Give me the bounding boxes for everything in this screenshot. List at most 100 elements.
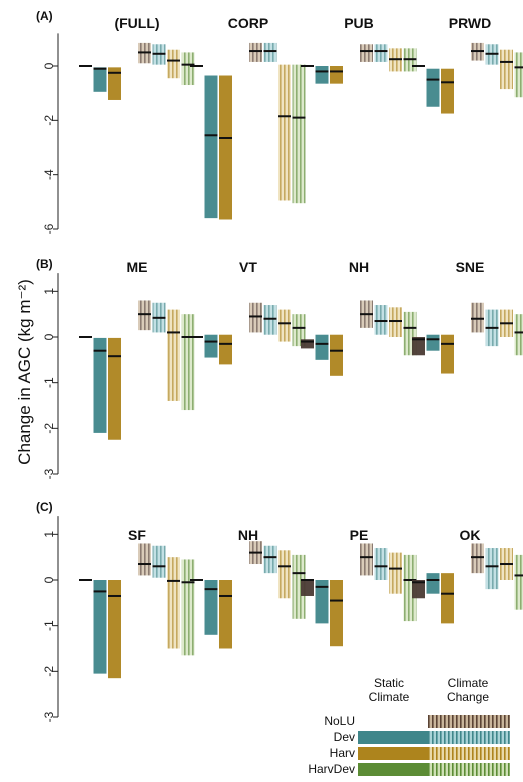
panel-title: VT [239, 259, 257, 275]
range-bar-harvdev-climate-change [181, 559, 195, 656]
y-tick-label: 0 [42, 62, 56, 69]
range-bar-nolu-static [301, 339, 314, 349]
range-bar-nolu-climate-change [138, 300, 151, 331]
row-tag: (A) [36, 9, 53, 23]
range-bar-dev-static [93, 580, 107, 674]
range-bar-dev-static [315, 334, 329, 360]
legend-swatch-harv-static [358, 747, 428, 760]
panel-title: (FULL) [114, 15, 159, 31]
range-bar-dev-climate-change [374, 44, 388, 62]
range-bar-harvdev-climate-change [292, 64, 306, 204]
range-bar-harv-static [219, 580, 232, 649]
legend-col-static-line1: Static [374, 676, 404, 690]
range-bar-harv-climate-change [167, 309, 180, 401]
y-tick-label: -6 [42, 223, 56, 234]
panel-1-1: (FULL) [79, 15, 195, 100]
y-axis-label: Change in AGC (kg m⁻²) [15, 279, 34, 465]
range-bar-dev-climate-change [374, 548, 388, 580]
panel-2-3: NH [301, 259, 417, 376]
panel-3-2: NH [190, 527, 306, 649]
y-tick-label: 0 [42, 333, 56, 340]
panel-1-2: CORP [190, 15, 306, 220]
range-bar-harvdev-climate-change [514, 554, 523, 610]
range-bar-harv-climate-change [389, 307, 402, 337]
range-bar-harvdev-climate-change [181, 314, 195, 411]
legend: Static Climate Climate Change NoLU Dev H… [308, 676, 510, 776]
range-bar-nolu-static [301, 580, 314, 596]
range-bar-dev-static [204, 580, 218, 635]
range-bar-harvdev-climate-change [514, 314, 523, 356]
legend-swatch-dev-change [428, 731, 510, 744]
range-bar-dev-static [426, 573, 440, 594]
panel-3-4: OK [412, 527, 523, 624]
y-tick-label: 1 [42, 531, 56, 538]
range-bar-dev-climate-change [374, 305, 388, 335]
range-bar-nolu-climate-change [471, 302, 484, 333]
y-tick-label: -2 [42, 115, 56, 126]
panel-3-3: PE [301, 527, 417, 647]
range-bar-nolu-climate-change [249, 42, 262, 62]
panel-title: PRWD [449, 15, 492, 31]
range-bar-dev-climate-change [152, 545, 166, 578]
row-1: (A) 0 -2 -4 -6 (FULL) CORP PUB PRWD [36, 9, 523, 234]
legend-swatch-harvdev-change [428, 763, 510, 776]
range-bar-dev-static [204, 75, 218, 219]
panel-3-1: SF [79, 527, 195, 679]
range-bar-harv-static [330, 334, 343, 376]
panel-1-3: PUB [301, 15, 417, 84]
legend-label-nolu: NoLU [324, 714, 355, 728]
range-bar-harv-climate-change [278, 550, 291, 599]
y-tick-label: -1 [42, 377, 56, 388]
range-bar-harvdev-climate-change [403, 554, 417, 622]
range-bar-harv-static [108, 337, 121, 440]
legend-col-change-line1: Climate [448, 676, 489, 690]
legend-swatch-harvdev-static [358, 763, 428, 776]
range-bar-nolu-climate-change [249, 302, 262, 333]
panel-title: ME [127, 259, 148, 275]
panel-2-1: ME [79, 259, 195, 440]
range-bar-dev-static [93, 337, 107, 433]
range-bar-nolu-climate-change [360, 44, 373, 62]
range-bar-harvdev-climate-change [292, 314, 306, 347]
range-bar-harv-climate-change [167, 49, 180, 79]
y-tick-label: -1 [42, 620, 56, 631]
panel-2-2: VT [190, 259, 306, 365]
range-bar-dev-climate-change [263, 42, 277, 62]
y-tick-label: -3 [42, 711, 56, 722]
range-bar-nolu-static [412, 337, 425, 356]
y-tick-label: 1 [42, 288, 56, 295]
range-bar-dev-static [426, 334, 440, 351]
range-bar-nolu-static [412, 580, 425, 599]
range-bar-harv-static [330, 580, 343, 647]
range-bar-harv-climate-change [500, 49, 513, 90]
panel-1-4: PRWD [412, 15, 523, 114]
range-bar-harv-static [441, 334, 454, 374]
legend-swatch-harv-change [428, 747, 510, 760]
range-bar-nolu-climate-change [471, 543, 484, 574]
panel-title: SNE [456, 259, 485, 275]
range-bar-harvdev-climate-change [292, 554, 306, 619]
row-tag: (C) [36, 500, 53, 514]
row-3: (C) 1 0 -1 -2 -3 SF NH PE OK [36, 500, 523, 722]
range-bar-harvdev-climate-change [181, 52, 195, 86]
legend-label-harvdev: HarvDev [308, 762, 355, 776]
range-bar-harv-static [330, 66, 343, 84]
range-bar-dev-static [315, 580, 329, 624]
row-tag: (B) [36, 257, 53, 271]
range-bar-harv-static [441, 573, 454, 624]
range-bar-nolu-climate-change [360, 543, 373, 576]
row-2: (B) 1 0 -1 -2 -3 ME VT NH SNE [36, 257, 523, 479]
y-tick-label: -2 [42, 423, 56, 434]
legend-swatch-nolu-change [428, 715, 510, 728]
panel-title: OK [460, 527, 481, 543]
range-bar-dev-climate-change [263, 305, 277, 335]
range-bar-nolu-climate-change [138, 543, 151, 576]
legend-col-change-line2: Change [447, 690, 489, 704]
panel-title: NH [238, 527, 258, 543]
range-bar-harv-climate-change [167, 557, 180, 649]
range-bar-harvdev-climate-change [514, 52, 523, 98]
legend-label-harv: Harv [330, 746, 355, 760]
panel-title: SF [128, 527, 146, 543]
range-bar-harv-static [108, 67, 121, 100]
